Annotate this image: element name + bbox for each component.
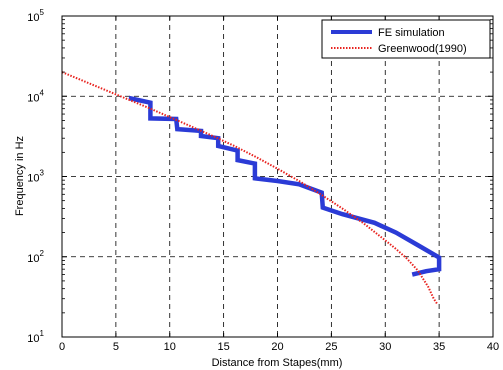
x-tick-label: 10 [164, 341, 176, 353]
y-tick-label: 104 [27, 88, 44, 104]
y-tick-label: 105 [27, 8, 44, 24]
series-line-fe-simulation [128, 95, 442, 277]
x-tick-label: 30 [379, 341, 391, 353]
y-tick-labels: 101 102 103 104 105 [27, 8, 44, 345]
series-layer [61, 71, 442, 305]
series-line-greenwood [61, 71, 438, 305]
x-tick-label: 0 [59, 341, 65, 353]
legend-label-fe-simulation: FE simulation [378, 27, 445, 39]
y-tick-label: 103 [27, 169, 44, 185]
x-tick-label: 20 [271, 341, 283, 353]
legend: FE simulation Greenwood(1990) [321, 19, 491, 59]
plot-area [62, 16, 493, 337]
y-tick-label: 102 [27, 249, 44, 265]
y-tick-label: 101 [27, 329, 44, 345]
x-tick-label: 5 [113, 341, 119, 353]
x-tick-label: 25 [325, 341, 337, 353]
x-tick-labels: 0 5 10 15 20 25 30 35 40 [59, 341, 499, 353]
legend-label-greenwood: Greenwood(1990) [378, 43, 467, 55]
x-tick-label: 35 [433, 341, 445, 353]
tick-marks [61, 15, 494, 338]
y-axis-label: Frequency in Hz [14, 136, 26, 216]
x-axis-label: Distance from Stapes(mm) [212, 357, 343, 369]
x-tick-label: 15 [218, 341, 230, 353]
x-tick-label: 40 [487, 341, 499, 353]
legend-box [321, 19, 491, 59]
